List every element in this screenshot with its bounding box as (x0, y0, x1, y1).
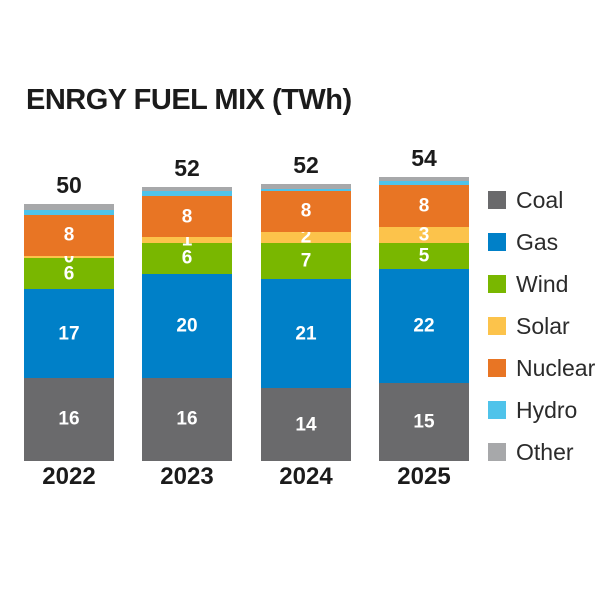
segment-other-2022 (24, 203, 114, 210)
legend-label-wind: Wind (516, 270, 569, 297)
segment-solar-2025: 3 (379, 224, 469, 246)
legend-item-wind: Wind (488, 272, 595, 296)
bar-total-label: 52 (293, 152, 319, 179)
x-axis-label-2025: 2025 (397, 463, 451, 490)
legend-swatch-solar (488, 317, 506, 335)
legend-swatch-gas (488, 233, 506, 251)
bar-2025: 54 15 22 5 3 8 (379, 147, 469, 461)
segment-value-label: 8 (181, 206, 193, 228)
segment-coal-2025: 15 (379, 383, 469, 461)
segment-coal-2024: 14 (261, 388, 351, 461)
bar-stack: 14 21 7 2 8 (261, 184, 351, 461)
legend-item-other: Other (488, 440, 595, 464)
segment-gas-2025: 22 (379, 268, 469, 383)
bar-total-label: 50 (56, 171, 82, 198)
legend-swatch-hydro (488, 401, 506, 419)
segment-value-label: 16 (58, 408, 80, 430)
segment-other-2024 (261, 184, 351, 189)
legend-label-gas: Gas (516, 228, 559, 255)
segment-coal-2023: 16 (142, 377, 232, 461)
segment-value-label: 7 (300, 250, 312, 272)
legend-item-coal: Coal (488, 188, 595, 212)
segment-wind-2024: 7 (261, 242, 351, 280)
segment-solar-2022: 0 (24, 248, 114, 267)
segment-other-2025 (379, 177, 469, 182)
segment-wind-2023: 6 (142, 242, 232, 274)
segment-nuclear-2022: 8 (24, 214, 114, 257)
segment-value-label: 22 (413, 315, 435, 337)
bar-total-label: 54 (411, 145, 437, 172)
segment-value-label: 8 (63, 224, 75, 246)
legend-swatch-nuclear (488, 359, 506, 377)
legend-item-nuclear: Nuclear (488, 356, 595, 380)
segment-hydro-2023 (142, 190, 232, 196)
legend-item-solar: Solar (488, 314, 595, 338)
segment-nuclear-2023: 8 (142, 195, 232, 238)
segment-value-label: 15 (413, 411, 435, 433)
chart-title: ENRGY FUEL MIX (TWh) (26, 84, 352, 116)
segment-value-label: 20 (176, 315, 198, 337)
bar-stack: 15 22 5 3 8 (379, 177, 469, 461)
segment-nuclear-2025: 8 (379, 185, 469, 228)
segment-solar-2024: 2 (261, 228, 351, 247)
segment-gas-2022: 17 (24, 289, 114, 378)
legend-item-gas: Gas (488, 230, 595, 254)
segment-value-label: 14 (295, 414, 317, 436)
bar-2023: 52 16 20 6 1 8 (142, 154, 232, 461)
segment-value-label: 5 (418, 245, 430, 267)
legend-label-solar: Solar (516, 312, 570, 339)
bar-2022: 50 16 17 6 0 8 (24, 171, 114, 461)
x-axis-label-2024: 2024 (279, 463, 333, 490)
segment-solar-2023: 1 (142, 231, 232, 250)
segment-value-label: 8 (300, 200, 312, 222)
segment-value-label: 6 (181, 247, 193, 269)
legend-item-hydro: Hydro (488, 398, 595, 422)
segment-value-label: 8 (418, 195, 430, 217)
segment-coal-2022: 16 (24, 377, 114, 461)
legend-label-coal: Coal (516, 186, 564, 213)
segment-hydro-2024 (261, 188, 351, 191)
segment-wind-2025: 5 (379, 242, 469, 269)
segment-value-label: 21 (295, 323, 317, 345)
x-axis-label-2023: 2023 (160, 463, 214, 490)
segment-value-label: 6 (63, 263, 75, 285)
segment-hydro-2025 (379, 181, 469, 186)
legend-swatch-other (488, 443, 506, 461)
legend-swatch-wind (488, 275, 506, 293)
segment-hydro-2022 (24, 209, 114, 215)
segment-gas-2024: 21 (261, 279, 351, 389)
bar-stack: 16 20 6 1 8 (142, 186, 232, 461)
legend-label-nuclear: Nuclear (516, 354, 596, 381)
legend-label-hydro: Hydro (516, 396, 578, 423)
segment-nuclear-2024: 8 (261, 190, 351, 233)
segment-value-label: 17 (58, 323, 80, 345)
segment-value-label: 16 (176, 408, 198, 430)
x-axis-label-2022: 2022 (42, 463, 96, 490)
segment-value-label: 3 (418, 224, 430, 246)
segment-gas-2023: 20 (142, 273, 232, 378)
legend: Coal Gas Wind Solar Nuclear Hydro Other (488, 188, 595, 464)
bar-2024: 52 14 21 7 2 8 (261, 154, 351, 461)
bar-total-label: 52 (174, 154, 200, 181)
segment-other-2023 (142, 186, 232, 191)
segment-wind-2022: 6 (24, 258, 114, 290)
legend-swatch-coal (488, 191, 506, 209)
legend-label-other: Other (516, 438, 574, 465)
bar-stack: 16 17 6 0 8 (24, 203, 114, 461)
